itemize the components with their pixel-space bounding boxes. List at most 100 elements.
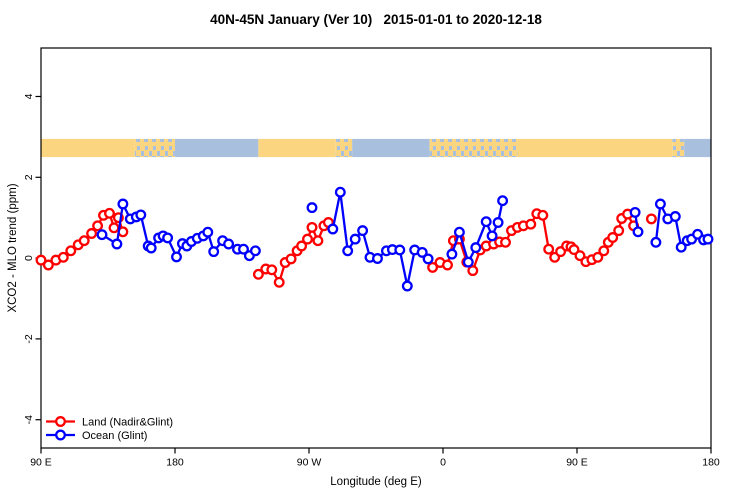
ocean-series-point [306, 202, 318, 214]
ocean-series-point [171, 251, 182, 263]
land-series-point [598, 245, 610, 257]
ocean-series-point [349, 233, 361, 245]
ocean-series-point [249, 245, 261, 257]
ocean-series-point [480, 216, 492, 228]
ocean-series-point [145, 242, 157, 254]
band-segment-ocean [175, 138, 259, 158]
land-series-point [427, 261, 439, 273]
land-series-point [42, 259, 54, 271]
land-series [35, 207, 657, 288]
ocean-series-point [117, 198, 129, 210]
x-axis-tick-label: 90 E [30, 457, 52, 469]
x-axis-tick-label: 180 [166, 457, 184, 469]
land-series-point [78, 235, 90, 247]
ocean-series-point [650, 236, 662, 248]
band-segment-mixed [429, 138, 518, 158]
land-series-point [467, 265, 479, 277]
ocean-series-point [334, 186, 346, 198]
land-series-point [500, 236, 511, 248]
band-segment-ocean [684, 138, 711, 158]
chart-title: 40N-45N January (Ver 10) 2015-01-01 to 2… [210, 12, 542, 27]
land-series-point [543, 243, 555, 255]
ocean-series-point [453, 226, 465, 238]
y-axis-tick-label: 0 [23, 255, 35, 261]
band-segment-land [41, 138, 135, 158]
land-series-point [525, 218, 537, 230]
land-series-point [92, 220, 104, 232]
land-series-point [104, 207, 115, 219]
legend-marker-point [55, 416, 66, 427]
land-series-point [86, 228, 98, 239]
ocean-series-point [357, 225, 369, 237]
ocean-series-line [331, 191, 429, 287]
x-axis-tick-label: 0 [440, 457, 446, 469]
ocean-series-point [446, 248, 458, 260]
ocean-series-point [394, 244, 406, 256]
legend-marker-point [55, 429, 66, 441]
band-segment-land [517, 138, 673, 158]
band-segment-mixed [335, 138, 353, 158]
ocean-series-point [629, 206, 641, 218]
ocean-series-point [111, 238, 123, 250]
ocean-series-point [462, 256, 474, 268]
ocean-series-point [486, 230, 498, 242]
land-series-point [568, 244, 580, 256]
y-axis-tick-label: 2 [23, 174, 35, 180]
land-series-point [57, 251, 69, 263]
ocean-series-point [202, 226, 214, 238]
land-series-point [537, 209, 549, 221]
legend-entry-label: Land (Nadir&Glint) [82, 417, 173, 429]
ocean-series-point [135, 209, 147, 221]
ocean-series-point [238, 243, 249, 255]
band-segment-ocean [352, 138, 430, 158]
land-series-point [302, 233, 313, 245]
land-series-point [645, 213, 657, 225]
ocean-series-point [422, 253, 434, 265]
band-segment-mixed [672, 138, 685, 158]
land-series-point [312, 235, 324, 247]
x-axis-label: Longitude (deg E) [330, 476, 422, 488]
ocean-series-point [470, 242, 482, 254]
legend-entry-label: Ocean (Glint) [82, 430, 147, 442]
ocean-series-point [223, 238, 235, 250]
ocean-series-point [162, 232, 174, 244]
y-axis-tick-label: 4 [23, 93, 35, 99]
plot-frame [40, 47, 712, 449]
land-series-point [35, 254, 47, 266]
land-series-point [252, 268, 264, 280]
land-series-point [285, 253, 297, 265]
x-axis-tick-label: 90 W [297, 457, 322, 469]
land-series-point [613, 225, 625, 237]
land-series-point [296, 240, 308, 252]
ocean-series-point [96, 229, 108, 241]
legend: Land (Nadir&Glint)Ocean (Glint) [46, 416, 173, 442]
ocean-series [96, 186, 714, 292]
land-series-point [306, 221, 318, 233]
band-segment-land [258, 138, 336, 158]
axes: 90 E 180 90 W 0 90 E 180 -4 -2 0 2 4 [23, 47, 720, 469]
y-axis-tick-label: -2 [23, 334, 35, 343]
band-segment-mixed [134, 138, 175, 158]
land-series-point [273, 276, 285, 288]
land-series-point [65, 245, 77, 257]
ocean-series-point [416, 246, 428, 258]
surface-band [41, 138, 711, 158]
ocean-series-point [401, 280, 413, 292]
land-series-point [592, 251, 604, 263]
ocean-series-point [327, 223, 339, 235]
land-series-point [266, 264, 278, 276]
ocean-series-point [208, 246, 220, 258]
ocean-series-point [675, 241, 687, 253]
ocean-series-point [492, 217, 504, 228]
x-axis-tick-label: 180 [702, 457, 720, 469]
land-series-point [607, 232, 619, 243]
x-axis-tick-label: 90 E [566, 457, 588, 469]
ocean-series-point [497, 195, 509, 207]
land-series-point [108, 222, 120, 234]
ocean-series-point [669, 211, 681, 222]
land-series-point [442, 259, 453, 271]
ocean-series-point [342, 245, 354, 257]
ocean-series-point [632, 226, 644, 238]
